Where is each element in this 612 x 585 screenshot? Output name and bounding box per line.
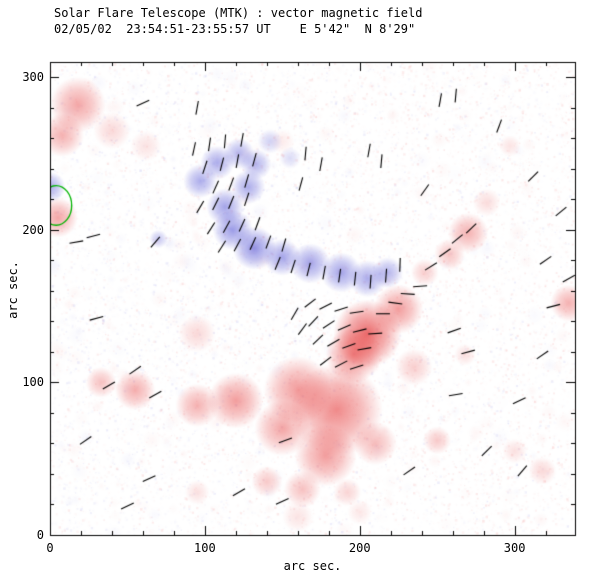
x-tick-label: 100 (194, 541, 216, 555)
y-tick-label: 100 (22, 375, 44, 390)
x-tick-label: 300 (503, 541, 526, 555)
x-tick-label: 0 (46, 541, 54, 555)
x-tick-label: 200 (348, 541, 371, 555)
y-tick-label: 300 (22, 70, 44, 85)
y-tick-label: 200 (22, 222, 44, 237)
x-axis-label: arc sec. (283, 559, 342, 573)
y-axis-label: arc sec. (6, 261, 20, 319)
y-tick-label: 0 (36, 528, 44, 542)
plot-title: Solar Flare Telescope (MTK) : vector mag… (54, 6, 423, 20)
plot-subtitle: 02/05/02 23:54:51-23:55:57 UT E 5'42" N … (54, 22, 416, 36)
